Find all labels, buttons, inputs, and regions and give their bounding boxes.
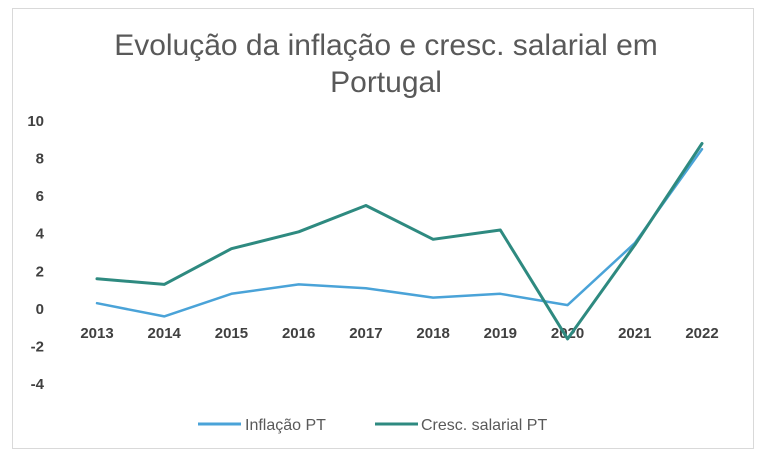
x-tick-label: 2018 xyxy=(416,325,449,342)
chart-title-line-1: Evolução da inflação e cresc. salarial e… xyxy=(114,29,658,62)
x-tick-label: 2021 xyxy=(618,325,651,342)
y-tick-label: 8 xyxy=(36,151,44,168)
series-line-2 xyxy=(95,142,704,341)
y-tick-label: 2 xyxy=(36,263,44,280)
y-axis: 10 8 6 4 2 0 -2 -4 xyxy=(27,113,44,393)
x-tick-label: 2022 xyxy=(685,325,718,342)
plot-area xyxy=(95,142,704,341)
y-tick-label: -2 xyxy=(31,338,44,355)
y-tick-label: 6 xyxy=(36,188,44,205)
y-tick-label: 0 xyxy=(36,301,44,318)
y-tick-label: -4 xyxy=(31,376,45,393)
x-tick-label: 2013 xyxy=(80,325,113,342)
y-tick-label: 4 xyxy=(36,226,45,243)
legend: Inflação PT Cresc. salarial PT xyxy=(198,417,547,434)
chart-title-line-2: Portugal xyxy=(330,66,442,99)
x-tick-label: 2016 xyxy=(282,325,315,342)
x-axis: 2013 2014 2015 2016 2017 2018 2019 2020 2021 2022 xyxy=(80,325,718,342)
x-tick-label: 2014 xyxy=(148,325,182,342)
legend-label-2: Cresc. salarial PT xyxy=(421,417,547,434)
series-line-1 xyxy=(95,147,704,318)
chart-frame xyxy=(12,8,754,449)
x-tick-label: 2019 xyxy=(484,325,517,342)
legend-label-1: Inflação PT xyxy=(245,417,326,434)
x-tick-label: 2015 xyxy=(215,325,248,342)
y-tick-label: 10 xyxy=(27,113,44,130)
x-tick-label: 2017 xyxy=(349,325,382,342)
